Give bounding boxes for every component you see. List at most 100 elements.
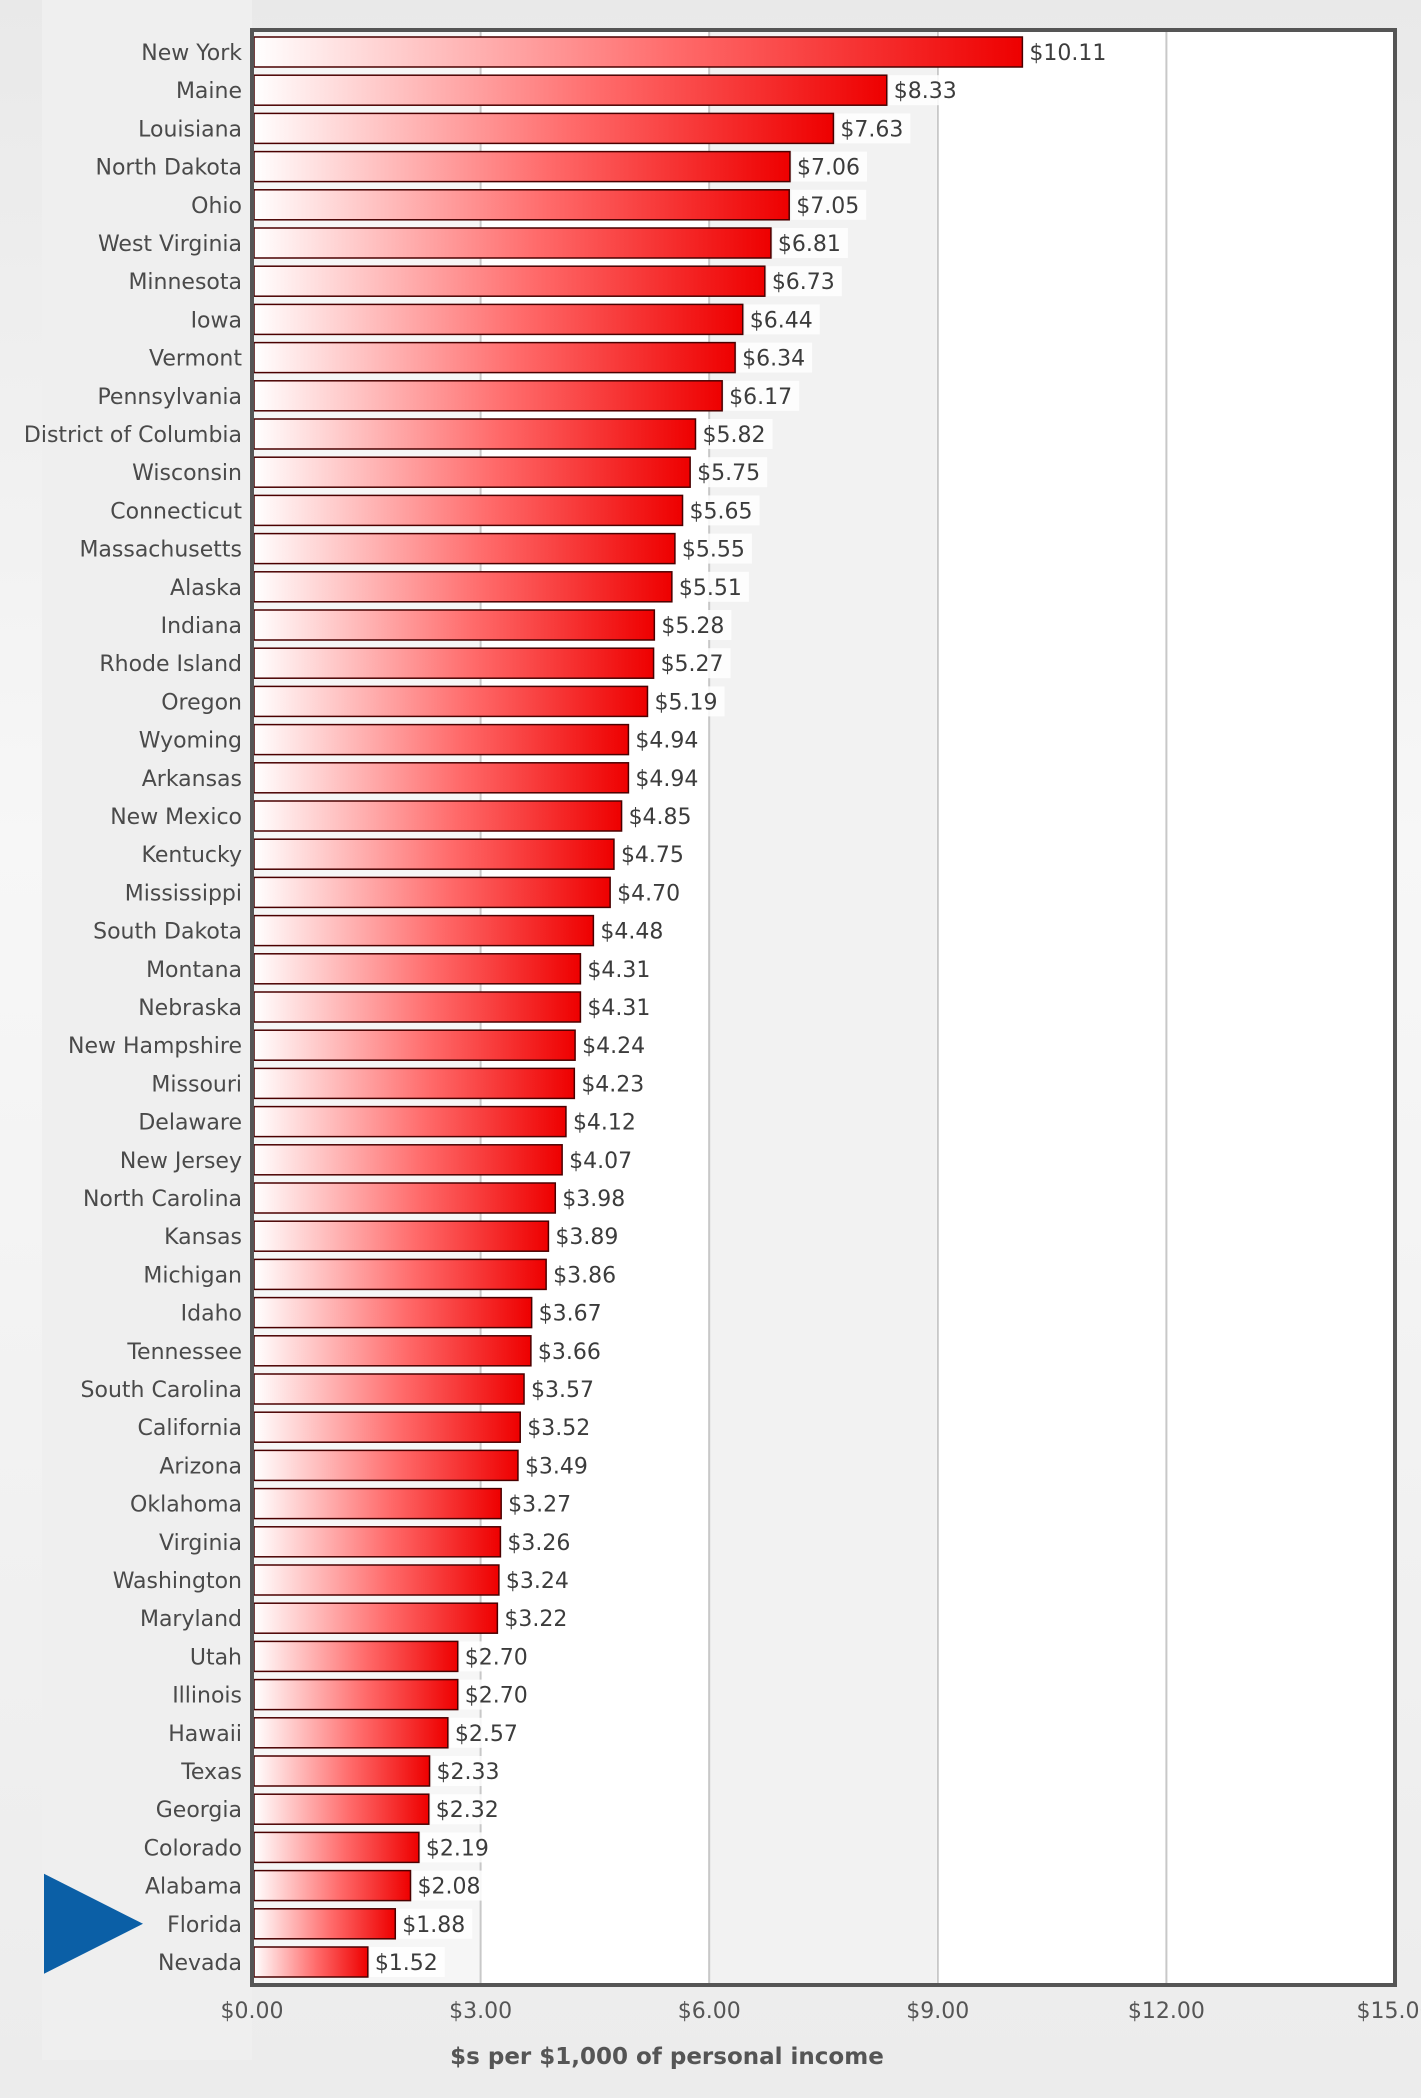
bar (253, 685, 649, 718)
bar (253, 1029, 576, 1061)
category-label: Minnesota (128, 270, 242, 295)
data-label: $4.70 (617, 881, 680, 906)
data-label: $3.57 (531, 1378, 594, 1403)
bar (253, 800, 623, 832)
data-label-background (526, 1374, 602, 1404)
left-panel-shade (42, 0, 252, 2060)
category-label: Georgia (156, 1798, 242, 1823)
data-label: $3.86 (553, 1263, 616, 1288)
category-label: Pennsylvania (97, 385, 242, 410)
category-label: Ohio (191, 194, 242, 219)
bar (253, 1335, 532, 1367)
data-label-background (676, 533, 752, 564)
category-label: New Mexico (110, 805, 242, 830)
data-label-background (612, 877, 688, 908)
data-label: $7.05 (796, 194, 859, 219)
data-label-background (791, 151, 867, 182)
bar (253, 1755, 431, 1787)
category-label: Texas (180, 1760, 242, 1785)
x-tick-label: $3.00 (449, 1999, 512, 2024)
data-label-background (499, 1603, 575, 1634)
data-label: $6.73 (772, 270, 835, 295)
category-label: Louisiana (138, 117, 242, 142)
category-label: Connecticut (110, 499, 242, 524)
data-label-background (697, 419, 773, 449)
category-label: Montana (146, 958, 242, 983)
data-label-background (630, 762, 706, 793)
x-tick-label: $12.00 (1128, 1999, 1205, 2024)
data-label-background (550, 1221, 626, 1252)
data-label: $2.70 (465, 1645, 528, 1670)
data-label-background (724, 380, 800, 411)
data-label-background (459, 1641, 535, 1672)
data-label: $4.48 (600, 920, 663, 945)
x-axis-title: $s per $1,000 of personal income (450, 2044, 884, 2070)
data-label-background (577, 1030, 653, 1061)
data-label-background (615, 839, 691, 870)
bar (253, 1869, 412, 1902)
data-label: $6.17 (729, 385, 792, 410)
data-label: $2.08 (417, 1875, 480, 1900)
data-label-background (420, 1832, 496, 1863)
data-label-background (692, 457, 768, 488)
data-label-background (564, 1144, 640, 1175)
data-label: $5.82 (702, 423, 765, 448)
data-label: $3.98 (562, 1187, 625, 1212)
data-label-background (835, 113, 911, 144)
category-label: Delaware (138, 1111, 242, 1136)
category-label: Iowa (191, 308, 242, 333)
data-label-background (582, 992, 658, 1022)
data-label: $6.81 (778, 232, 841, 257)
bar (253, 341, 736, 374)
bar (253, 876, 611, 909)
data-label: $2.33 (437, 1760, 500, 1785)
data-label: $3.26 (507, 1531, 570, 1556)
data-label-background (503, 1488, 579, 1519)
category-label: Indiana (161, 614, 242, 639)
data-label-background (888, 75, 964, 106)
category-label: Idaho (181, 1302, 242, 1327)
category-label: Illinois (172, 1684, 242, 1709)
data-label: $5.51 (679, 576, 742, 601)
bar (253, 1373, 525, 1405)
data-label: $1.88 (402, 1913, 465, 1938)
data-label: $4.85 (629, 805, 692, 830)
bar (253, 189, 790, 221)
data-label-background (412, 1870, 488, 1901)
category-label: North Carolina (83, 1187, 242, 1212)
category-label: West Virginia (98, 232, 242, 257)
bar (253, 571, 673, 603)
category-label: Arkansas (142, 767, 242, 792)
data-label-background (548, 1259, 624, 1290)
data-label: $4.24 (582, 1034, 645, 1059)
category-label: Maryland (140, 1607, 242, 1632)
data-label: $5.28 (661, 614, 724, 639)
data-label: $3.27 (508, 1493, 571, 1518)
bar (253, 303, 744, 336)
data-label-background (766, 266, 842, 297)
x-tick-label: $15.00 (1357, 1999, 1421, 2024)
bar (253, 1602, 499, 1634)
data-label: $5.75 (697, 461, 760, 486)
category-label: Wyoming (139, 729, 242, 754)
data-label: $3.49 (525, 1454, 588, 1479)
category-label: Alaska (170, 576, 242, 601)
data-label-background (533, 1297, 609, 1328)
data-label: $4.07 (569, 1149, 632, 1174)
data-label-background (649, 686, 725, 717)
highlight-marker-icon (44, 1873, 143, 1974)
data-label: $2.57 (455, 1722, 518, 1747)
bar (253, 1946, 369, 1978)
category-label: Oregon (161, 690, 242, 715)
data-label: $6.44 (750, 308, 813, 333)
bar (253, 150, 791, 183)
data-label: $4.31 (587, 958, 650, 983)
bar (253, 1449, 519, 1482)
bar (253, 456, 691, 488)
bar (253, 1182, 557, 1214)
data-label-background (630, 724, 706, 755)
bar (253, 1793, 430, 1825)
category-label: Maine (176, 79, 242, 104)
category-label: New York (141, 41, 242, 66)
data-label-background (500, 1565, 576, 1595)
